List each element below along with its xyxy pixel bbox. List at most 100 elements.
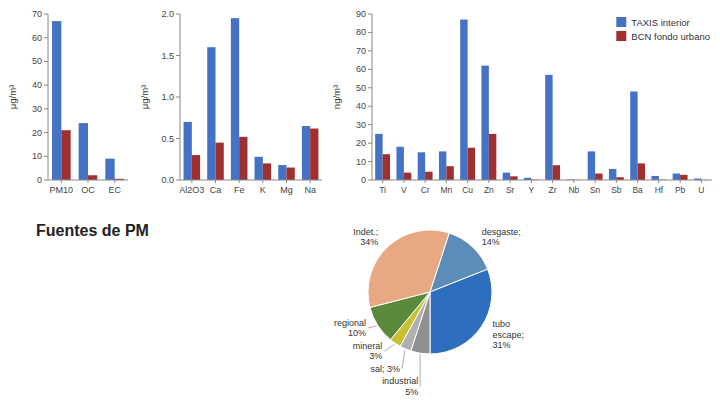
bar [278,165,286,180]
bar [375,134,382,180]
bar [263,163,271,180]
y-tick-label: 10 [32,151,42,161]
leader-line [384,344,394,351]
x-tick-label: Zr [549,185,557,195]
y-tick [368,143,372,144]
y-tick [368,87,372,88]
x-tick-label: Zn [484,185,494,195]
x-axis-line [180,180,322,181]
slice-label-line: 5% [405,387,418,397]
bar [88,175,97,180]
bar [418,152,425,180]
y-tick-label: 0.0 [161,175,174,185]
x-tick-label: Cu [462,185,473,195]
x-tick [446,180,447,183]
x-tick [573,180,574,183]
bar [595,174,602,180]
x-tick [425,180,426,183]
x-tick [701,180,702,183]
bar [510,176,517,180]
y-tick [368,32,372,33]
bar [460,20,467,180]
slice-label: mineral3% [353,341,383,362]
y-tick-label: 0 [361,175,366,185]
y-tick-label: 20 [356,138,366,148]
bar [404,173,411,180]
bar-chart: 010203040506070μg/m³PM10OCEC [7,9,128,195]
slice-label: regional10% [334,318,366,339]
legend-label: TAXIS interior [631,17,689,28]
x-tick-label: Al2O3 [179,185,204,195]
y-tick [368,180,372,181]
x-tick-label: Ca [210,185,222,195]
y-tick [44,61,48,62]
pie-chart: Fuentes de PMdesgaste;14%tuboescape;31%i… [36,222,524,397]
x-tick [637,180,638,183]
bars [375,20,709,180]
y-tick-label: 80 [356,27,366,37]
x-tick [262,180,263,183]
slice-label-line: desgaste; [482,227,521,237]
bar [481,66,488,180]
y-tick-label: 10 [356,157,366,167]
y-axis-label: ng/m³ [331,85,342,109]
slice-label: sal; 3% [370,364,400,374]
bar [638,163,645,180]
slice-label: desgaste;14% [482,227,521,248]
x-tick-label: V [401,185,407,195]
x-tick [310,180,311,183]
x-tick-label: Mn [440,185,452,195]
y-tick [368,14,372,15]
bar [489,134,496,180]
x-tick-label: Sb [611,185,622,195]
y-tick-label: 1.5 [161,51,174,61]
y-tick [44,180,48,181]
y-axis: 010203040506070 [32,9,48,185]
x-tick [467,180,468,183]
x-tick-label: EC [108,185,121,195]
x-tick-label: K [260,185,266,195]
bar [216,143,224,180]
x-tick-label: Ti [379,185,386,195]
y-axis-line [48,14,49,180]
slice-label-line: Indet.; [353,227,378,237]
slice-label-line: 14% [482,237,500,247]
y-tick-label: 60 [356,64,366,74]
y-tick [176,180,180,181]
x-axis: TiVCrMnCuZnSrYZrNbSnSbBaHfPbU [379,180,704,195]
y-tick-label: 2.0 [161,9,174,19]
y-tick [176,14,180,15]
slice-label-line: industrial [382,376,418,386]
y-tick [44,132,48,133]
x-tick [191,180,192,183]
x-tick [510,180,511,183]
y-tick [44,156,48,157]
legend-swatch [616,31,626,41]
slice-label-line: 10% [348,328,366,338]
x-tick-label: PM10 [50,185,74,195]
x-tick-label: Pb [675,185,686,195]
bar [184,122,192,180]
y-tick-label: 50 [356,83,366,93]
bar [61,130,70,180]
wedge [430,269,492,354]
bars [52,21,124,180]
bar [207,47,215,180]
bar [396,147,403,180]
bar [651,176,658,180]
y-tick-label: 40 [356,101,366,111]
legend-swatch [616,17,626,27]
x-tick-label: Cr [421,185,430,195]
x-tick [552,180,553,183]
chart-root: 010203040506070μg/m³PM10OCEC 0.0 0.5 1.0 1.5… [0,0,720,401]
bar [468,148,475,180]
y-tick-label: 30 [356,120,366,130]
x-tick-label: U [698,185,704,195]
y-tick [44,37,48,38]
y-tick-label: 0.5 [161,134,174,144]
bar [287,168,295,180]
bar-chart: 0.00.51.01.52.0μg/m³Al2O3CaFeKMgNa [139,9,322,195]
x-axis: PM10OCEC [50,180,122,195]
y-tick-label: 1.0 [161,92,174,102]
bar [673,174,680,180]
